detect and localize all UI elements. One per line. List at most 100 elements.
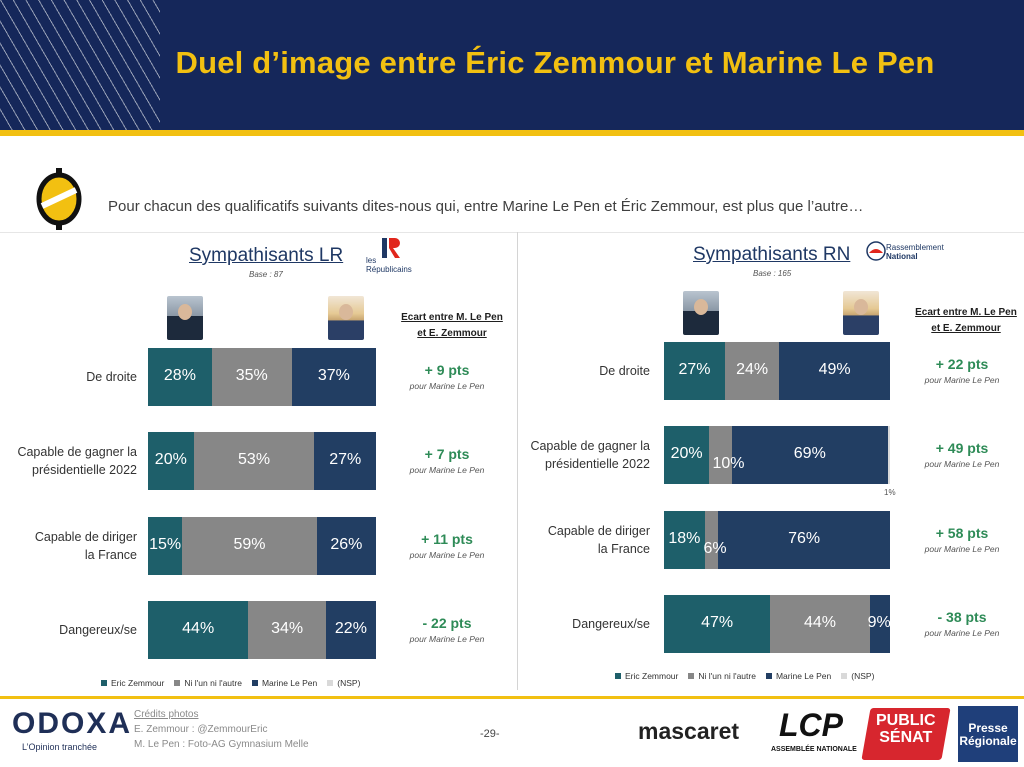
gap-value: - 22 pts: [422, 615, 472, 631]
data-label: 24%: [736, 361, 769, 378]
data-label: 49%: [818, 361, 851, 378]
bar-segment-lepen: [869, 595, 890, 653]
panel-divider: [517, 232, 518, 690]
legend-item-lepen: Marine Le Pen: [251, 678, 317, 688]
data-label: 18%: [668, 530, 701, 547]
data-label: 10%: [712, 455, 745, 472]
row-label: De droite: [86, 370, 137, 384]
data-label: 27%: [678, 361, 711, 378]
bar-segment-ni-lun-ni-lautre: [704, 511, 719, 569]
gap-value: - 38 pts: [937, 609, 987, 625]
odoxa-tagline: L’Opinion tranchée: [22, 742, 98, 752]
header-gold-line: [0, 130, 1024, 136]
lepen-photo-rn: [843, 291, 879, 335]
stacked-bar: [148, 517, 376, 575]
data-label: 20%: [670, 445, 703, 462]
lcp-logo: LCP: [779, 707, 843, 743]
gap-subtitle: pour Marine Le Pen: [924, 375, 1000, 385]
gap-subtitle: pour Marine Le Pen: [409, 634, 485, 644]
gap-value: + 11 pts: [421, 531, 473, 547]
odoxa-logo: ODOXA: [12, 707, 133, 740]
bar-segment-zemmour: [664, 511, 705, 569]
row-label: Capable de gagner la présidentielle 2022: [17, 445, 137, 477]
ecart-header-rn: Ecart entre M. Le Pen et E. Zemmour: [915, 307, 1017, 334]
data-label: 20%: [154, 451, 187, 468]
panel-base-rn: Base : 165: [753, 269, 792, 278]
data-label: 59%: [233, 536, 266, 553]
data-label: 34%: [271, 620, 304, 637]
data-label: 37%: [317, 367, 350, 384]
data-label: 9%: [867, 614, 891, 631]
zemmour-photo-lr: [167, 296, 203, 340]
stacked-bar: [664, 595, 890, 653]
data-label: 76%: [788, 530, 821, 547]
data-label: 28%: [163, 367, 196, 384]
lcp-logo-sub: ASSEMBLÉE NATIONALE: [771, 746, 857, 753]
presse-regionale-logo: Presse Régionale: [959, 721, 1017, 748]
bar-segment-zemmour: [664, 342, 726, 400]
public-senat-logo: PUBLIC SÉNAT: [876, 712, 936, 746]
bar-segment-zemmour: [664, 595, 771, 653]
mascaret-logo: mascaret: [638, 718, 740, 744]
stacked-bar: [148, 432, 376, 490]
data-label: 26%: [330, 536, 363, 553]
header-banner: [0, 0, 1024, 136]
bar-segment-zemmour: [148, 517, 183, 575]
bar-segment-lepen: [718, 511, 890, 569]
page-number: -29-: [480, 728, 500, 740]
survey-question: Pour chacun des qualificatifs suivants d…: [108, 198, 864, 215]
row-label: Capable de diriger la France: [34, 530, 137, 562]
bar-segment-ni-lun-ni-lautre: [182, 517, 317, 575]
legend-rn: Eric Zemmour Ni l'un ni l'autre Marine L…: [615, 671, 874, 681]
gap-value: + 22 pts: [935, 356, 989, 372]
rn-logo-text: Rassemblement National: [886, 243, 944, 261]
bar-segment-ni-lun-ni-lautre: [248, 601, 326, 659]
data-label: 53%: [238, 451, 271, 468]
bar-segment-lepen: [325, 601, 376, 659]
gap-subtitle: pour Marine Le Pen: [924, 459, 1000, 469]
stacked-bar: [148, 348, 376, 406]
bar-segment-zemmour: [148, 348, 212, 406]
zemmour-photo-rn: [683, 291, 719, 335]
bar-segment-ni-lun-ni-lautre: [193, 432, 315, 490]
lr-logo-text: les Républicains: [366, 256, 412, 274]
panel-base-lr: Base : 87: [249, 270, 283, 279]
bar-segment-zemmour: [148, 601, 249, 659]
gap-subtitle: pour Marine Le Pen: [409, 465, 485, 475]
bar-segment-zemmour: [664, 426, 710, 484]
stacked-bar: [664, 511, 890, 569]
credit-zemmour: E. Zemmour : @ZemmourEric: [134, 724, 268, 735]
legend-item-zemmour: Eric Zemmour: [615, 671, 678, 681]
data-label: 44%: [182, 620, 215, 637]
legend-lr: Eric Zemmour Ni l'un ni l'autre Marine L…: [101, 678, 360, 688]
gap-value: + 9 pts: [424, 362, 470, 378]
bar-segment-lepen: [731, 426, 888, 484]
data-label: 69%: [793, 445, 826, 462]
header-hatch-decoration: [0, 0, 160, 130]
row-label: Capable de gagner la présidentielle 2022: [530, 439, 650, 471]
row-label: Dangereux/se: [572, 617, 650, 631]
bar-segment-ni-lun-ni-lautre: [725, 342, 780, 400]
data-label: 27%: [329, 451, 362, 468]
rn-logo-icon: [866, 241, 886, 261]
legend-item-nsp: (NSP): [841, 671, 874, 681]
gap-value: + 58 pts: [935, 525, 989, 541]
bar-segment-ni-lun-ni-lautre: [709, 426, 732, 484]
lr-logo-icon: [382, 238, 400, 258]
data-label: 6%: [703, 540, 727, 557]
gap-subtitle: pour Marine Le Pen: [924, 628, 1000, 638]
row-label: Dangereux/se: [59, 623, 137, 637]
page-title: Duel d’image entre Éric Zemmour et Marin…: [175, 45, 935, 80]
gap-subtitle: pour Marine Le Pen: [409, 381, 485, 391]
stacked-bar: [664, 342, 890, 400]
panel-title-rn: Sympathisants RN: [693, 244, 851, 265]
legend-item-ni: Ni l'un ni l'autre: [174, 678, 242, 688]
stacked-bar: [664, 426, 890, 484]
photo-credits: Crédits photos E. Zemmour : @ZemmourEric…: [134, 707, 309, 752]
credit-lepen: M. Le Pen : Foto-AG Gymnasium Melle: [134, 739, 309, 750]
legend-item-ni: Ni l'un ni l'autre: [688, 671, 756, 681]
data-label: 15%: [149, 536, 182, 553]
gap-subtitle: pour Marine Le Pen: [409, 550, 485, 560]
data-label: 22%: [334, 620, 367, 637]
bar-segment-lepen: [314, 432, 376, 490]
